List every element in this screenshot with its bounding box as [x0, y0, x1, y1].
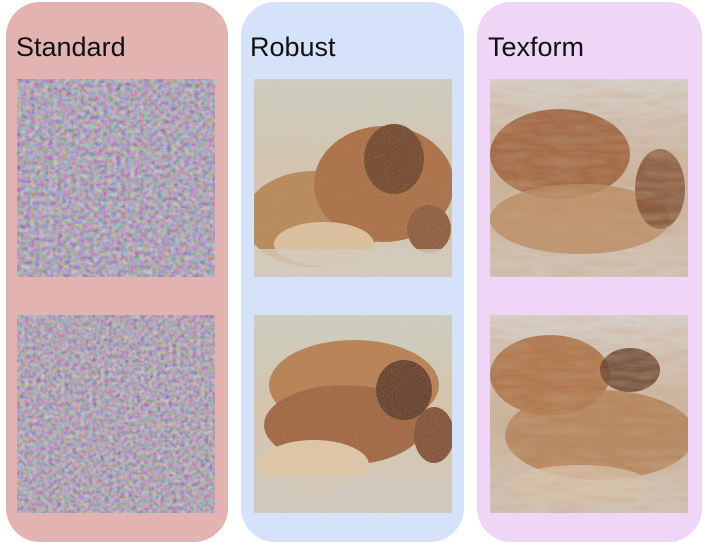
standard-image-top [17, 79, 215, 277]
panel-title-robust: Robust [250, 32, 336, 62]
texform-image-top [490, 79, 688, 277]
standard-image-bottom [17, 315, 215, 513]
panel-title-texform: Texform [488, 32, 585, 62]
robust-image-top [254, 79, 452, 277]
robust-image-bottom [254, 315, 452, 513]
panel-title-standard: Standard [16, 32, 126, 62]
texform-image-bottom [490, 315, 688, 513]
